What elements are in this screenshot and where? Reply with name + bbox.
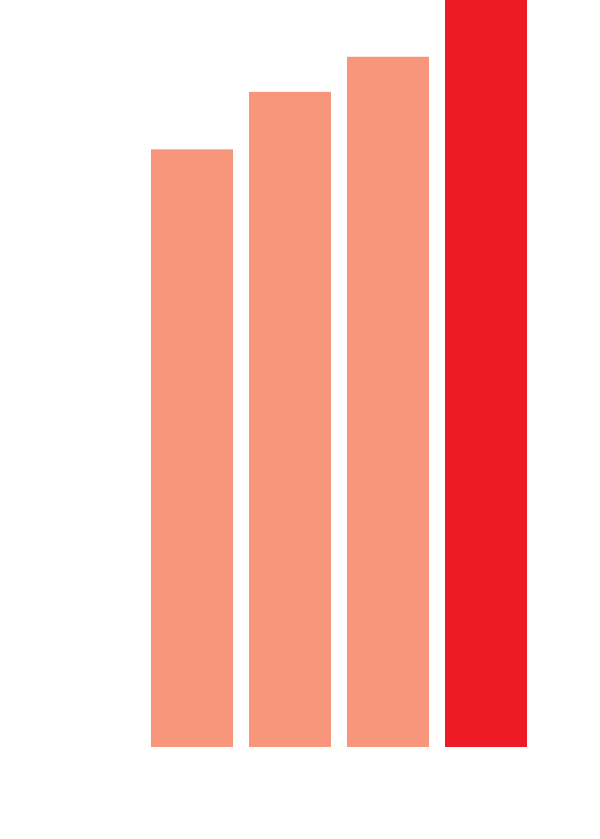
bar-3 (347, 56, 429, 748)
bar-2 (249, 91, 331, 748)
bar-4 (445, 0, 527, 747)
bars-group (151, 0, 527, 748)
bar-1 (151, 149, 233, 747)
